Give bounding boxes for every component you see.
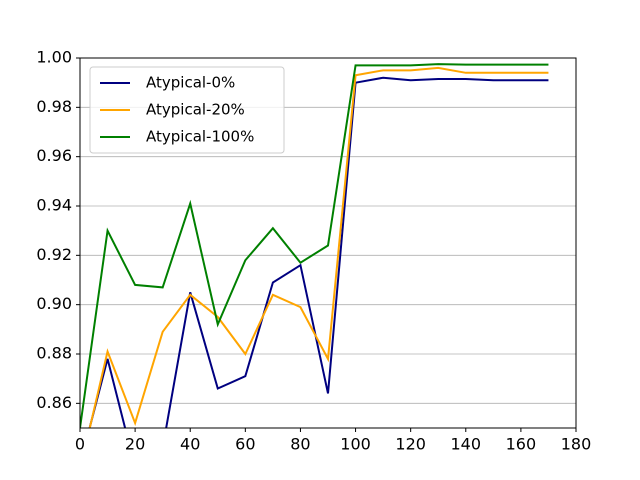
x-tick-label: 120 (395, 435, 426, 454)
legend-label: Atypical-100% (146, 128, 254, 146)
x-tick-label: 0 (75, 435, 85, 454)
y-tick-label: 0.96 (36, 146, 72, 165)
y-tick-label: 0.98 (36, 97, 72, 116)
y-tick-label: 0.92 (36, 245, 72, 264)
x-tick-label: 40 (180, 435, 200, 454)
y-tick-label: 0.90 (36, 294, 72, 313)
x-tick-label: 180 (561, 435, 592, 454)
y-tick-label: 1.00 (36, 48, 72, 67)
legend: Atypical-0% Atypical-20% Atypical-100% (89, 66, 285, 154)
x-tick-label: 80 (290, 435, 310, 454)
series-line (88, 76, 549, 428)
x-tick-label: 160 (506, 435, 537, 454)
legend-label: Atypical-0% (146, 74, 235, 92)
y-tick-label: 0.88 (36, 344, 72, 363)
series-line (88, 66, 549, 428)
plot-lines (80, 63, 549, 428)
series-line (80, 63, 549, 428)
x-tick-label: 60 (235, 435, 255, 454)
x-tick-label: 140 (451, 435, 482, 454)
x-tick-label: 100 (340, 435, 371, 454)
legend-label: Atypical-20% (146, 101, 245, 119)
plot-frame (79, 57, 577, 429)
legend-box (89, 66, 285, 154)
y-tick-label: 0.94 (36, 196, 72, 215)
y-tick-label: 0.86 (36, 393, 72, 412)
x-tick-label: 20 (125, 435, 145, 454)
